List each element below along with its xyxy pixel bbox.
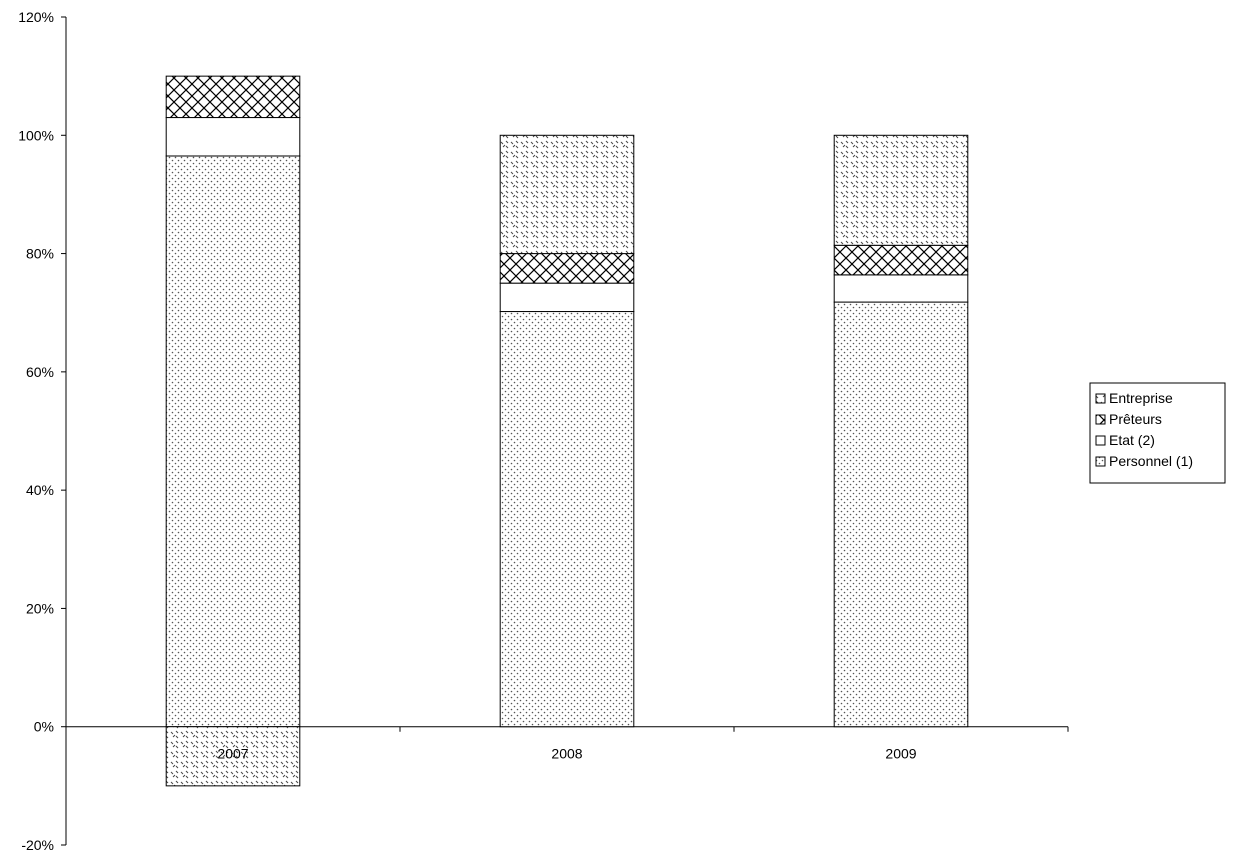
y-tick-label: 60% [26, 364, 54, 380]
bar-segment-none-2007 [165, 117, 301, 157]
bar-segment-dashes-2007 [165, 726, 301, 787]
bar-segment-crosshatch-2009 [833, 244, 969, 276]
bar-segment-none-2008 [499, 282, 635, 313]
bar-segment-crosshatch-2007 [165, 75, 301, 119]
bars [165, 75, 969, 787]
x-tick-label: 2009 [885, 746, 916, 762]
bar-segment-dashes-2009 [833, 134, 969, 246]
legend-label: Personnel (1) [1109, 453, 1193, 469]
y-tick-label: 0% [34, 719, 54, 735]
legend-label: Entreprise [1109, 390, 1173, 406]
y-tick-label: 80% [26, 246, 54, 262]
bar-segment-none-2009 [833, 274, 969, 303]
legend-swatch [1095, 435, 1106, 446]
legend-box [1089, 382, 1226, 484]
y-tick-label: 20% [26, 600, 54, 616]
bar-segment-dots-2009 [833, 301, 969, 728]
legend-swatch [1095, 456, 1106, 467]
y-tick-label: -20% [21, 837, 54, 853]
x-tick-label: 2008 [551, 746, 582, 762]
legend-label: Etat (2) [1109, 432, 1155, 448]
legend-swatch [1095, 414, 1106, 425]
bar-segment-dashes-2008 [499, 134, 635, 255]
legend-label: Prêteurs [1109, 411, 1162, 427]
legend-swatch [1095, 393, 1106, 404]
x-tick-label: 2007 [217, 746, 248, 762]
bar-segment-dots-2008 [499, 311, 635, 728]
axis-labels: -20% 0% 20% 40% 60% 80% 100% 120% 2007 2008 2009 [18, 9, 917, 853]
legend: Entreprise Prêteurs Etat (2) Personnel (1) [1089, 382, 1226, 484]
bar-segment-dots-2007 [165, 155, 301, 728]
y-tick-label: 40% [26, 482, 54, 498]
y-tick-label: 120% [18, 9, 54, 25]
bar-segment-crosshatch-2008 [499, 253, 635, 284]
y-tick-label: 100% [18, 127, 54, 143]
